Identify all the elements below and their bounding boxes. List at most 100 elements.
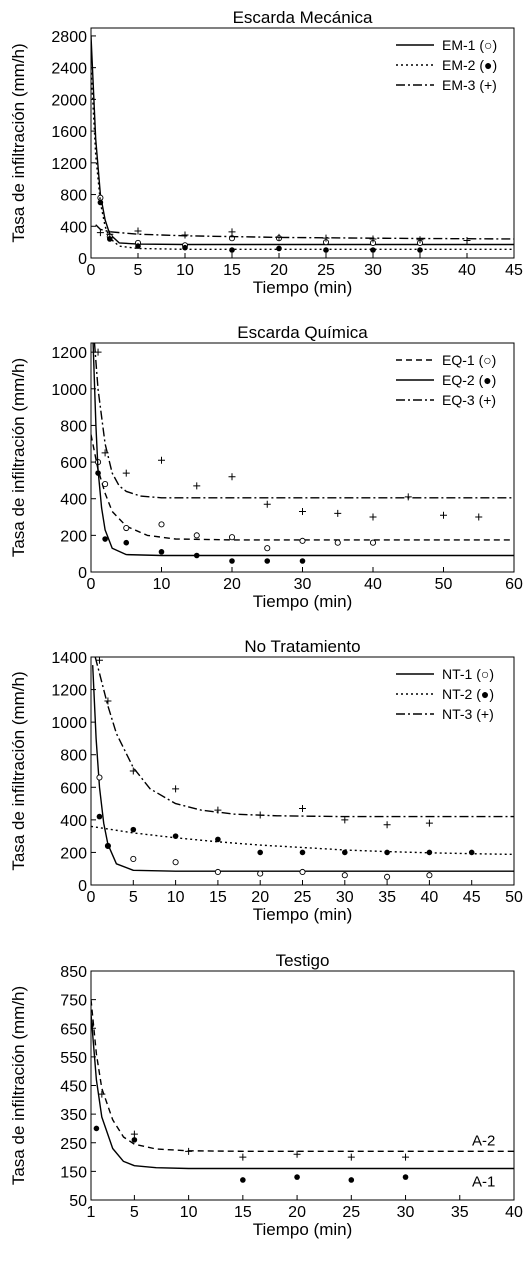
chart-panel-3: No Tratamiento0 5 10 15 20 25 30 35 40 45 50020040… [9,637,523,924]
x-tick-label: 40 [505,1204,523,1221]
x-tick-label: 40 [421,889,439,906]
x-tick-label: 10 [167,889,185,906]
x-tick-label: 25 [317,262,335,279]
y-tick-label: 0 [78,878,87,895]
x-axis-label: Tiempo (min) [253,905,353,924]
data-point [440,512,447,519]
data-point [264,558,270,564]
y-axis-label: Tasa de infiltración (mm/h) [9,986,28,1185]
data-point [215,869,220,874]
curve-label: A-1 [472,1174,495,1191]
x-tick-label: 0 [87,262,96,279]
data-point [158,457,165,464]
legend-label: NT-2 (●) [442,686,494,702]
chart-panel-4: Testigo1 5 10 15 20 25 30 35 4050150250350450550… [9,951,523,1239]
series-fit-line [91,435,514,540]
x-axis-label: Tiempo (min) [253,1220,353,1239]
x-tick-label: 5 [129,889,138,906]
data-point [182,232,189,239]
x-tick-label: 30 [294,576,312,593]
data-point [159,522,164,527]
data-point [98,200,104,206]
data-point [299,508,306,515]
data-point [103,481,108,486]
x-tick-label: 15 [223,262,241,279]
y-tick-label: 750 [60,993,87,1010]
y-tick-label: 250 [60,1136,87,1153]
y-tick-label: 2000 [51,92,87,109]
data-point [229,473,236,480]
y-tick-label: 1000 [51,382,87,399]
x-tick-label: 0 [87,889,96,906]
data-point [257,850,263,856]
data-point [135,243,141,249]
y-tick-label: 800 [60,748,87,765]
data-point [173,833,179,839]
x-tick-label: 5 [134,262,143,279]
data-point [95,470,101,476]
y-tick-label: 1200 [51,683,87,700]
data-point [124,525,129,530]
y-tick-label: 1400 [51,650,87,667]
legend: EQ-1 (○) EQ-2 (●) EQ-3 (+) [396,352,496,408]
data-point [215,837,221,843]
y-tick-label: 550 [60,1050,87,1067]
data-point [335,540,340,545]
data-point [97,229,104,236]
x-tick-label: 25 [294,889,312,906]
data-point [469,850,475,856]
series-2 [91,68,514,253]
legend-label: EM-3 (+) [442,77,497,93]
x-tick-label: 50 [505,889,523,906]
data-point [370,540,375,545]
data-point [342,873,347,878]
data-point [194,553,200,559]
x-tick-label: 50 [435,576,453,593]
y-tick-label: 0 [78,565,87,582]
data-point [475,514,482,521]
data-point [403,1174,409,1180]
data-point [229,558,235,564]
y-tick-label: 2400 [51,61,87,78]
y-axis-label: Tasa de infiltración (mm/h) [9,358,28,557]
data-point [427,850,433,856]
x-tick-label: 30 [397,1204,415,1221]
x-axis-label: Tiempo (min) [253,278,353,297]
data-point [131,856,136,861]
x-tick-label: 15 [234,1204,252,1221]
data-point [240,1177,246,1183]
legend: NT-1 (○) NT-2 (●) NT-3 (+) [396,666,494,722]
x-tick-label: 15 [209,889,227,906]
series-3 [96,225,514,244]
y-tick-label: 400 [60,492,87,509]
series-3 [95,343,515,521]
series-2 [91,814,514,855]
y-tick-label: 150 [60,1164,87,1181]
series-fit-line [91,1000,514,1152]
data-point [300,558,306,564]
x-tick-label: 10 [176,262,194,279]
data-point [131,1131,138,1138]
data-point [258,871,263,876]
y-tick-label: 1200 [51,345,87,362]
y-tick-label: 400 [60,219,87,236]
data-point [323,247,329,253]
data-point [214,807,221,814]
data-point [194,533,199,538]
data-point [426,820,433,827]
x-tick-label: 0 [87,576,96,593]
data-point [123,470,130,477]
data-point [97,814,103,820]
x-tick-label: 30 [336,889,354,906]
y-tick-label: 1600 [51,124,87,141]
x-tick-label: 35 [411,262,429,279]
data-point [105,843,111,849]
y-axis-label: Tasa de infiltración (mm/h) [9,43,28,242]
data-point [239,1154,246,1161]
data-point [229,247,235,253]
y-tick-label: 600 [60,455,87,472]
y-tick-label: 1200 [51,156,87,173]
data-point [342,850,348,856]
data-point [265,546,270,551]
chart-panel-1: Escarda Mecánica 0 5 10 15 20 25 30 35 40 45 0 400 80… [9,8,523,297]
